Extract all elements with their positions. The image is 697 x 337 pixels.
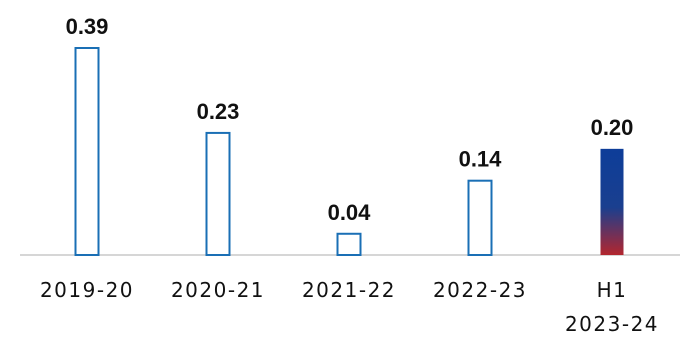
value-label-0: 0.39 (66, 14, 109, 39)
category-label-1: 2020-21 (171, 278, 265, 302)
value-label-2: 0.04 (328, 200, 372, 225)
value-label-3: 0.14 (459, 147, 503, 172)
category-label-0: 2019-20 (40, 278, 134, 302)
bar-3 (467, 179, 493, 256)
bar-0 (74, 47, 100, 256)
category-label-3: 2022-23 (433, 278, 527, 302)
value-label-4: 0.20 (591, 115, 634, 140)
bar-1 (205, 131, 231, 256)
bar-4 (600, 148, 624, 255)
category-label-2: 2021-22 (302, 278, 396, 302)
value-label-1: 0.23 (197, 99, 240, 124)
bar-2 (336, 232, 362, 256)
category-label-4-line-0: H1 (597, 278, 628, 302)
category-label-4-line-1: 2023-24 (565, 312, 659, 336)
